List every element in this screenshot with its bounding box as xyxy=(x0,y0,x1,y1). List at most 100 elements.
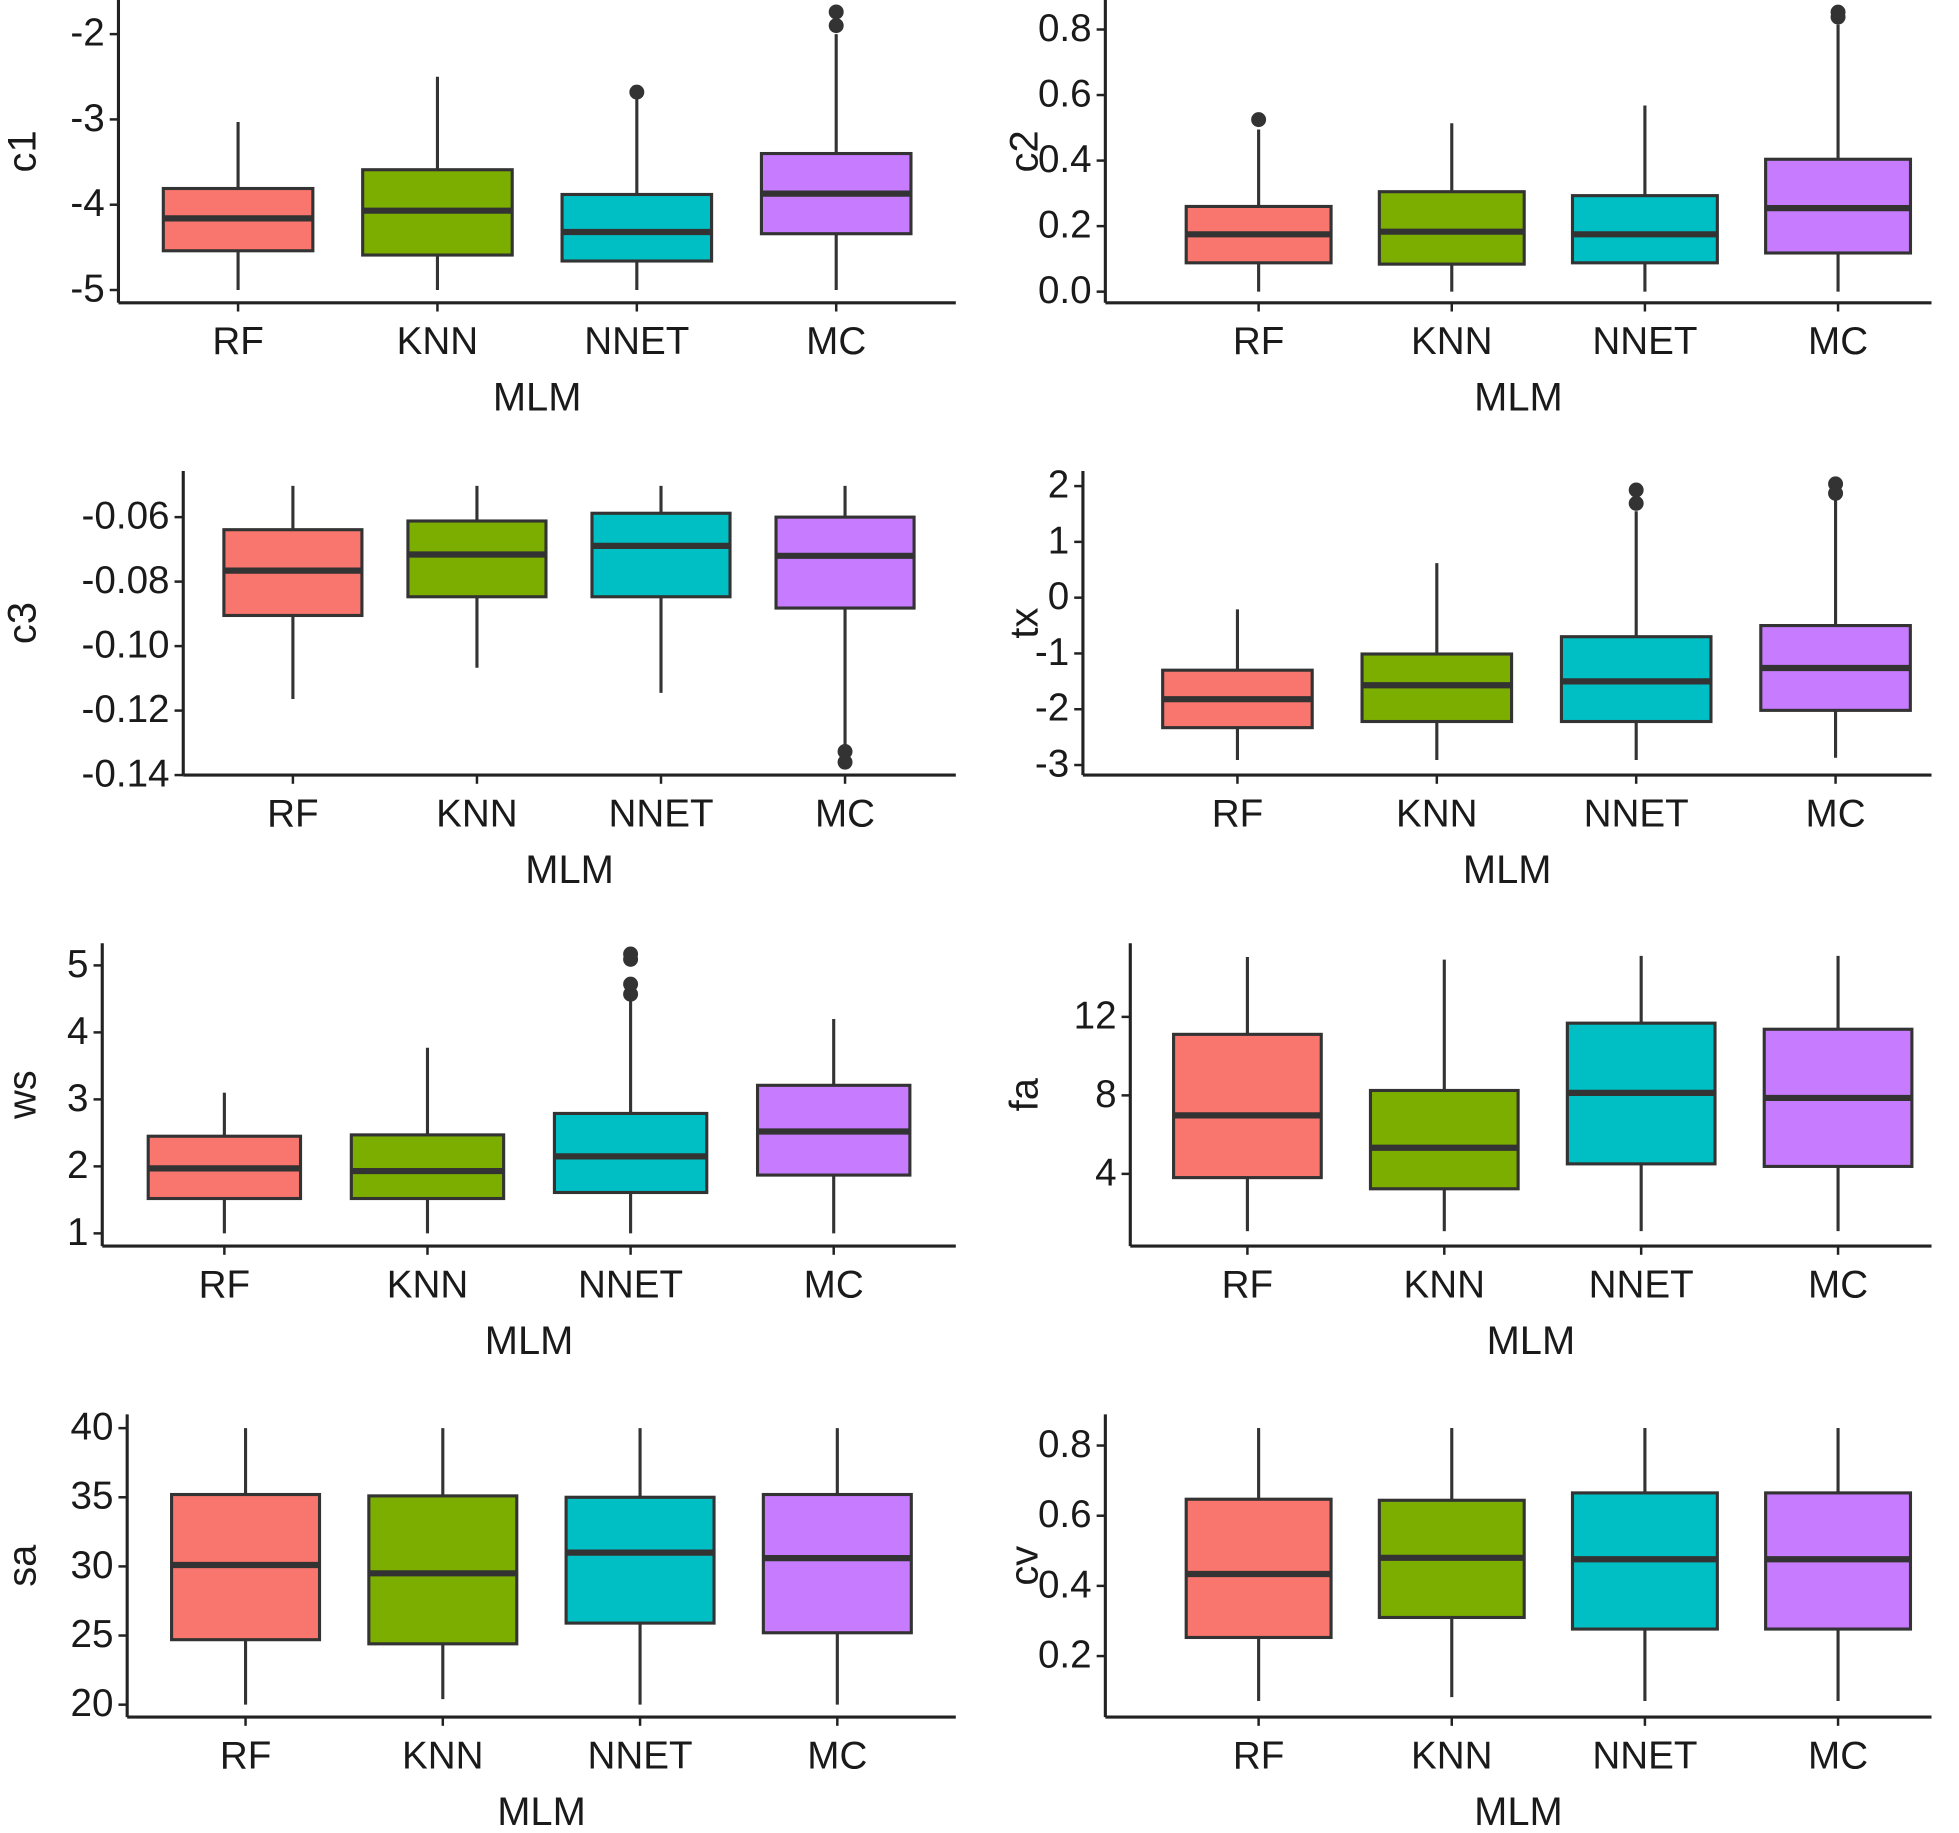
y-tick-label: 20 xyxy=(71,1682,114,1725)
box xyxy=(1570,194,1719,265)
outlier xyxy=(828,4,844,20)
y-tick-label: 0.4 xyxy=(1038,1563,1092,1606)
y-tick-label: 4 xyxy=(67,1010,88,1053)
y-axis-title: c3 xyxy=(1,602,45,644)
y-tick-label: -3 xyxy=(1035,742,1069,785)
x-tick-label: KNN xyxy=(1396,792,1478,835)
y-tick-label: -2 xyxy=(1035,687,1069,730)
y-tick-label: -0.06 xyxy=(82,495,170,538)
y-tick-label: 4 xyxy=(1095,1151,1116,1194)
y-tick-label: 35 xyxy=(71,1475,114,1518)
y-tick-label: 1 xyxy=(67,1211,88,1254)
x-tick-label: KNN xyxy=(1411,320,1493,363)
x-tick-label: NNET xyxy=(1589,1263,1694,1306)
outlier xyxy=(623,976,639,992)
box xyxy=(1368,1088,1520,1191)
y-tick-label: 2 xyxy=(67,1144,88,1187)
x-tick-label: NNET xyxy=(1592,1734,1697,1777)
outlier xyxy=(837,744,853,760)
y-axis-title: c2 xyxy=(1002,130,1046,172)
x-tick-label: RF xyxy=(212,320,263,363)
box xyxy=(1184,1497,1333,1640)
box xyxy=(1377,190,1526,266)
y-tick-label: -2 xyxy=(70,12,104,55)
box xyxy=(552,1111,709,1195)
y-tick-label: -0.08 xyxy=(82,559,170,602)
x-tick-label: NNET xyxy=(1584,792,1689,835)
outlier xyxy=(1628,482,1644,498)
y-tick-label: -5 xyxy=(70,267,104,310)
box xyxy=(761,1492,913,1635)
y-axis-title: sa xyxy=(1,1544,45,1587)
x-tick-label: KNN xyxy=(397,320,479,363)
y-tick-label: -3 xyxy=(70,97,104,140)
outlier xyxy=(1251,112,1267,128)
x-tick-label: NNET xyxy=(578,1263,683,1306)
y-axis-title: cv xyxy=(1002,1546,1046,1586)
x-tick-label: MC xyxy=(804,1263,864,1306)
x-tick-label: KNN xyxy=(402,1734,484,1777)
y-tick-label: 0.0 xyxy=(1038,269,1092,312)
y-tick-label: -0.12 xyxy=(82,688,170,731)
y-axis-title: ws xyxy=(1,1070,45,1120)
box xyxy=(406,519,548,599)
x-axis-title: MLM xyxy=(1463,848,1552,892)
x-axis-title: MLM xyxy=(1474,376,1563,420)
box xyxy=(560,192,714,263)
y-tick-label: -0.14 xyxy=(82,753,170,796)
x-tick-label: KNN xyxy=(436,792,518,835)
y-tick-label: 1 xyxy=(1048,519,1069,562)
y-tick-label: 0.8 xyxy=(1038,7,1092,50)
box xyxy=(564,1495,716,1625)
x-tick-label: MC xyxy=(1808,320,1868,363)
y-tick-label: 0.6 xyxy=(1038,72,1092,115)
y-axis-title: tx xyxy=(1002,607,1046,638)
x-axis-title: MLM xyxy=(497,1790,586,1833)
panel: 5 4 3 2 1 ws MLM RF KNN NNET MC xyxy=(1,943,956,1363)
x-tick-label: KNN xyxy=(387,1263,469,1306)
x-tick-label: RF xyxy=(220,1734,271,1777)
y-tick-label: 5 xyxy=(67,943,88,986)
x-tick-label: RF xyxy=(267,792,318,835)
x-tick-label: KNN xyxy=(1404,1263,1486,1306)
x-tick-label: RF xyxy=(1233,1734,1284,1777)
x-tick-label: NNET xyxy=(584,320,689,363)
outlier xyxy=(1830,4,1846,20)
panel: 0.8 0.6 0.4 0.2 cv MLM RF KNN NNET MC xyxy=(1002,1414,1932,1833)
y-tick-label: 0.2 xyxy=(1038,204,1092,247)
y-tick-label: 0 xyxy=(1048,575,1069,618)
box xyxy=(1172,1032,1323,1180)
x-tick-label: MC xyxy=(806,320,866,363)
y-tick-label: 0.6 xyxy=(1038,1493,1092,1536)
x-tick-label: RF xyxy=(1222,1263,1273,1306)
y-tick-label: 12 xyxy=(1074,994,1117,1037)
outlier xyxy=(1828,476,1844,492)
x-tick-label: MC xyxy=(815,792,875,835)
y-tick-label: 25 xyxy=(71,1613,114,1656)
y-tick-label: -1 xyxy=(1035,631,1069,674)
y-tick-label: 3 xyxy=(67,1077,88,1120)
y-tick-label: 8 xyxy=(1095,1073,1116,1116)
panel: 40 35 30 25 20 sa MLM RF KNN NNET MC xyxy=(1,1406,956,1833)
x-tick-label: KNN xyxy=(1411,1734,1493,1777)
y-axis-title: fa xyxy=(1002,1077,1046,1111)
y-tick-label: 30 xyxy=(71,1544,114,1587)
box xyxy=(349,1133,506,1201)
panel: -0.06 -0.08 -0.10 -0.12 -0.14 c3 MLM RF KNN NNET M… xyxy=(1,471,956,892)
y-tick-label: -4 xyxy=(70,182,104,225)
box xyxy=(774,515,916,610)
x-tick-label: NNET xyxy=(588,1734,693,1777)
x-tick-label: RF xyxy=(1212,792,1263,835)
x-tick-label: MC xyxy=(1806,792,1866,835)
panel: 12 8 4 fa MLM RF KNN NNET MC xyxy=(1002,943,1932,1363)
box xyxy=(590,511,732,599)
outlier xyxy=(629,84,645,100)
x-axis-title: MLM xyxy=(1487,1319,1576,1363)
y-tick-label: 0.4 xyxy=(1038,138,1092,181)
x-tick-label: RF xyxy=(199,1263,250,1306)
x-axis-title: MLM xyxy=(1474,1790,1563,1833)
y-tick-label: 0.8 xyxy=(1038,1423,1092,1466)
panel: 2 1 0 -1 -2 -3 tx MLM RF KNN NNET MC xyxy=(1002,464,1932,892)
y-tick-label: 2 xyxy=(1048,464,1069,507)
